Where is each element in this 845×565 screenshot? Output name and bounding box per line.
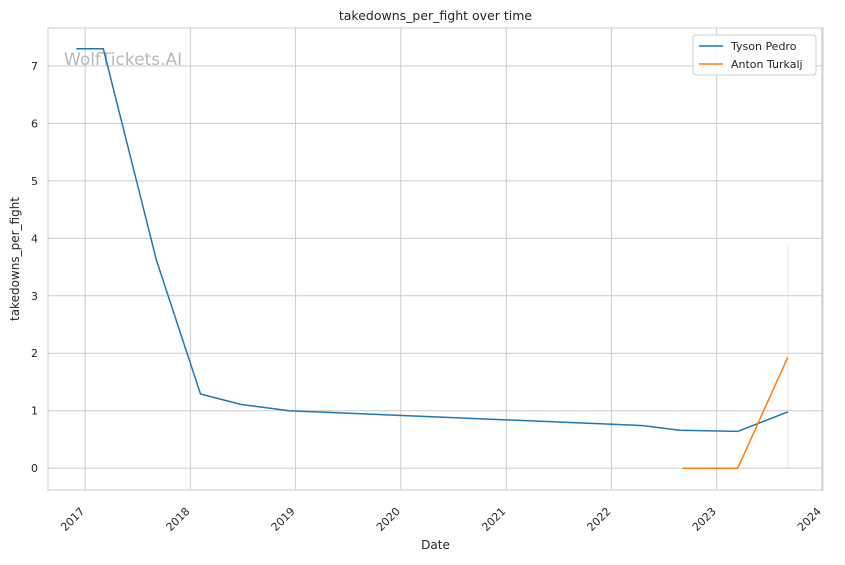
x-tick-label: 2019 xyxy=(269,505,298,534)
y-tick-label: 7 xyxy=(31,60,38,73)
tick-labels: 0 1 2 3 4 5 6 7 2017 2018 2019 2020 2021 2022 2023 2024 xyxy=(31,60,824,534)
y-tick-label: 4 xyxy=(31,232,38,245)
watermark: WolfTickets.AI xyxy=(64,50,182,70)
x-tick-label: 2023 xyxy=(690,505,719,534)
y-tick-label: 1 xyxy=(31,405,38,418)
grid xyxy=(48,28,823,490)
series-line-0 xyxy=(76,49,788,432)
x-tick-label: 2018 xyxy=(164,505,193,534)
x-tick-label: 2021 xyxy=(479,505,508,534)
plot-frame xyxy=(48,28,823,490)
y-tick-label: 5 xyxy=(31,175,38,188)
x-tick-label: 2020 xyxy=(374,505,403,534)
y-tick-label: 6 xyxy=(31,117,38,130)
y-tick-label: 0 xyxy=(31,462,38,475)
legend-label: Tyson Pedro xyxy=(730,40,797,53)
x-tick-label: 2024 xyxy=(795,505,824,534)
x-tick-label: 2017 xyxy=(58,505,87,534)
x-tick-label: 2022 xyxy=(585,505,614,534)
y-tick-label: 2 xyxy=(31,347,38,360)
chart-title: takedowns_per_fight over time xyxy=(339,8,533,23)
legend-label: Anton Turkalj xyxy=(731,58,803,71)
legend: Tyson Pedro Anton Turkalj xyxy=(693,35,816,75)
series-line-1 xyxy=(683,357,788,468)
y-axis-label: takedowns_per_fight xyxy=(8,197,22,321)
x-axis-label: Date xyxy=(421,538,450,552)
series-lines xyxy=(76,49,788,469)
y-tick-label: 3 xyxy=(31,290,38,303)
